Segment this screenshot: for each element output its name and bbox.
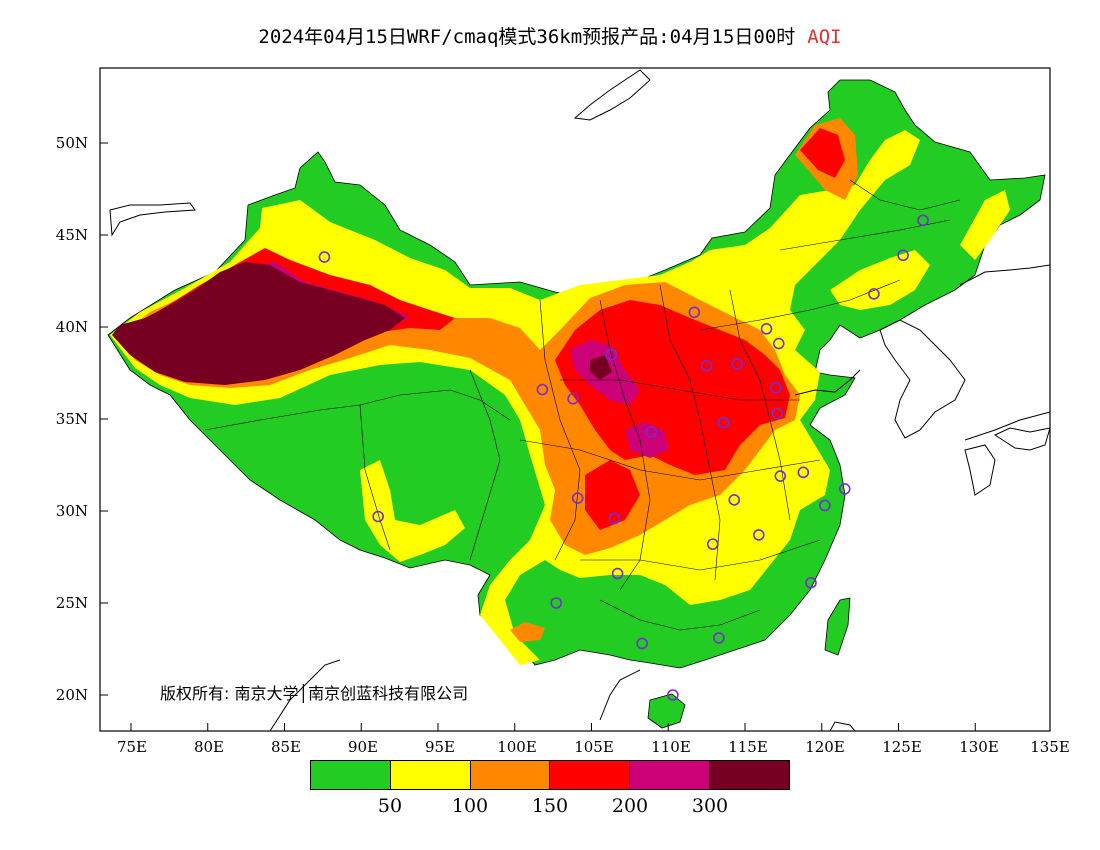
station-marker: [550, 597, 562, 609]
station-marker: [611, 567, 624, 580]
aqi-patch-yellow-northeast: [830, 250, 930, 310]
station-marker: [771, 407, 784, 420]
station-marker: [760, 323, 773, 335]
concentration-field: [107, 69, 1050, 731]
station-marker: [608, 512, 621, 525]
aqi-patch-maroon-loess: [590, 355, 612, 380]
lon-label-105e: 105E: [574, 738, 614, 756]
station-marker: [769, 381, 782, 394]
station-marker: [645, 426, 658, 438]
lon-label-120e: 120E: [805, 738, 845, 756]
station-marker: [805, 576, 817, 589]
station-marker: [838, 483, 851, 495]
legend-swatch-4: [630, 761, 711, 789]
station-marker: [536, 383, 549, 396]
station-marker: [571, 492, 584, 504]
aqi-patch-red-northeast: [800, 128, 845, 178]
station-marker: [717, 416, 730, 429]
legend-swatch-3: [550, 761, 631, 789]
lon-label-75e: 75E: [116, 738, 148, 756]
lon-label-135e: 135E: [1030, 738, 1070, 756]
legend-label-50: 50: [377, 795, 403, 817]
aqi-patch-orange-southwest: [510, 622, 545, 642]
station-marker: [713, 632, 725, 644]
lon-label-90e: 90E: [347, 738, 379, 756]
station-marker: [636, 637, 648, 650]
lon-label-115e: 115E: [728, 738, 768, 756]
foreign-coastlines: [109, 69, 1050, 731]
station-marker: [917, 214, 929, 227]
station-marker: [772, 337, 785, 350]
legend-label-200: 200: [611, 795, 649, 817]
aqi-patch-yellow-tibet: [360, 460, 465, 562]
aqi-patch-red-sichuan: [585, 460, 640, 530]
station-marker: [372, 510, 384, 523]
legend-label-100: 100: [451, 795, 489, 817]
lon-label-100e: 100E: [497, 738, 537, 756]
legend-label-300: 300: [691, 795, 729, 817]
lat-label-30n: 30N: [55, 502, 88, 520]
hainan-island: [647, 693, 686, 729]
color-legend: [310, 760, 790, 790]
copyright-notice: 版权所有: 南京大学│南京创蓝科技有限公司: [160, 684, 469, 703]
station-marker: [688, 306, 701, 319]
station-marker: [774, 470, 787, 482]
station-marker: [731, 357, 744, 370]
title-variable: AQI: [807, 26, 842, 48]
station-marker: [897, 249, 909, 262]
station-marker: [728, 494, 741, 506]
aqi-band-maroon: [112, 262, 405, 385]
legend-swatch-5: [710, 761, 789, 789]
map-title: 2024年04月15日WRF/cmaq模式36km预报产品:04月15日00时 A…: [0, 22, 1100, 49]
plot-frame: [99, 67, 1051, 732]
lon-label-125e: 125E: [882, 738, 922, 756]
legend-swatch-1: [390, 761, 471, 789]
lon-label-130e: 130E: [959, 738, 999, 756]
station-marker: [567, 392, 579, 405]
aqi-patch-red-central: [555, 300, 790, 475]
title-main: 2024年04月15日WRF/cmaq模式36km预报产品:04月15日00时: [258, 26, 796, 48]
station-marker: [318, 251, 331, 263]
lat-label-50n: 50N: [55, 134, 88, 152]
lat-label-25n: 25N: [55, 594, 88, 612]
lat-label-45n: 45N: [55, 226, 88, 244]
station-marker: [819, 499, 831, 512]
station-marker: [797, 466, 810, 479]
legend-swatch-0: [311, 761, 391, 789]
aqi-band-yellow: [110, 130, 920, 665]
lat-label-40n: 40N: [55, 318, 88, 336]
station-markers: [318, 214, 929, 701]
station-marker: [706, 538, 719, 550]
station-marker: [667, 689, 679, 701]
axis-ticks: [100, 142, 1051, 731]
station-marker: [700, 359, 713, 372]
station-marker: [753, 529, 765, 541]
aqi-patch-magenta-central: [625, 422, 668, 458]
lon-label-80e: 80E: [193, 738, 225, 756]
station-marker: [605, 348, 618, 361]
lon-label-85e: 85E: [270, 738, 302, 756]
lon-label-110e: 110E: [651, 738, 691, 756]
aqi-patch-yellow-east: [960, 190, 1010, 260]
lat-label-20n: 20N: [55, 686, 88, 704]
legend-label-150: 150: [531, 795, 569, 817]
lon-label-95e: 95E: [424, 738, 456, 756]
station-marker: [868, 288, 880, 300]
taiwan-island: [824, 597, 851, 656]
legend-swatch-2: [470, 761, 551, 789]
lat-label-35n: 35N: [55, 410, 88, 428]
